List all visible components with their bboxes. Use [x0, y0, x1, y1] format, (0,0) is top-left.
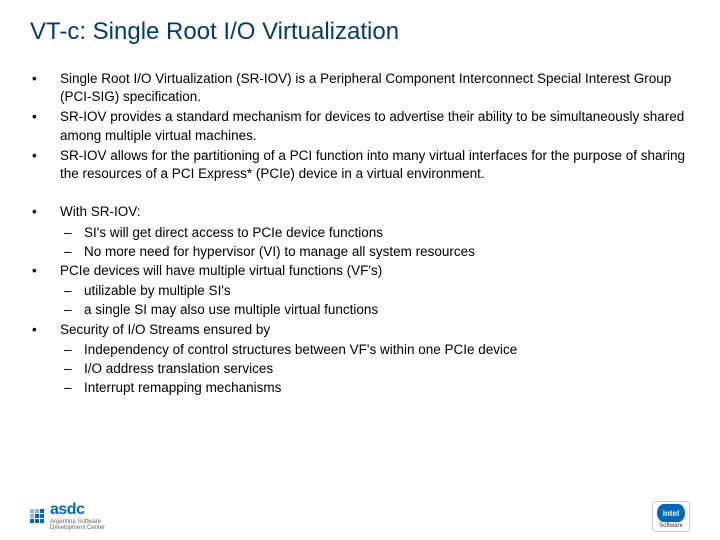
sub-bullet-marker: –	[60, 360, 84, 378]
bullet-text: Security of I/O Streams ensured by	[60, 321, 690, 339]
sub-bullet-item: – I/O address translation services	[60, 360, 690, 378]
sub-bullet-marker: –	[60, 341, 84, 359]
bullet-text: Single Root I/O Virtualization (SR-IOV) …	[60, 70, 690, 106]
sub-bullet-text: Independency of control structures betwe…	[84, 341, 690, 359]
asdc-logo: asdc Argentina Software Development Cent…	[30, 501, 105, 532]
sub-bullet-marker: –	[60, 243, 84, 261]
bullet-marker: •	[32, 108, 60, 126]
sub-bullet-text: SI's will get direct access to PCIe devi…	[84, 224, 690, 242]
asdc-text-block: asdc Argentina Software Development Cent…	[50, 501, 105, 532]
bullet-item: • PCIe devices will have multiple virtua…	[32, 262, 690, 280]
bullet-marker: •	[32, 321, 60, 339]
footer: asdc Argentina Software Development Cent…	[30, 501, 690, 532]
asdc-mark-icon	[30, 509, 44, 523]
bullet-text: With SR-IOV:	[60, 203, 690, 221]
intel-logo: intel Software	[652, 501, 690, 532]
slide-root: VT-c: Single Root I/O Virtualization • S…	[0, 0, 720, 540]
intel-logo-sub: Software	[659, 523, 683, 529]
sub-bullet-marker: –	[60, 379, 84, 397]
bullet-item: • SR-IOV provides a standard mechanism f…	[32, 108, 690, 144]
bullet-text: SR-IOV provides a standard mechanism for…	[60, 108, 690, 144]
bullet-marker: •	[32, 262, 60, 280]
bullet-marker: •	[32, 203, 60, 221]
bullet-item: • With SR-IOV:	[32, 203, 690, 221]
bullet-marker: •	[32, 70, 60, 88]
asdc-logo-sub1: Argentina Software	[50, 519, 105, 526]
asdc-logo-sub2: Development Center	[50, 525, 105, 532]
content-area: • Single Root I/O Virtualization (SR-IOV…	[30, 70, 690, 398]
page-title: VT-c: Single Root I/O Virtualization	[30, 18, 690, 46]
sub-bullet-marker: –	[60, 224, 84, 242]
sub-bullet-item: – Independency of control structures bet…	[60, 341, 690, 359]
intel-badge-icon: intel	[657, 504, 685, 522]
bullet-marker: •	[32, 147, 60, 165]
bullet-text: PCIe devices will have multiple virtual …	[60, 262, 690, 280]
sub-bullet-item: – SI's will get direct access to PCIe de…	[60, 224, 690, 242]
section-spacer	[32, 185, 690, 203]
sub-bullet-text: I/O address translation services	[84, 360, 690, 378]
sub-bullet-marker: –	[60, 301, 84, 319]
sub-bullet-item: – Interrupt remapping mechanisms	[60, 379, 690, 397]
sub-bullet-item: – a single SI may also use multiple virt…	[60, 301, 690, 319]
asdc-logo-text: asdc	[50, 501, 105, 519]
sub-bullet-text: No more need for hypervisor (VI) to mana…	[84, 243, 690, 261]
bullet-text: SR-IOV allows for the partitioning of a …	[60, 147, 690, 183]
sub-bullet-item: – No more need for hypervisor (VI) to ma…	[60, 243, 690, 261]
bullet-item: • SR-IOV allows for the partitioning of …	[32, 147, 690, 183]
bullet-item: • Single Root I/O Virtualization (SR-IOV…	[32, 70, 690, 106]
sub-bullet-text: a single SI may also use multiple virtua…	[84, 301, 690, 319]
sub-bullet-marker: –	[60, 282, 84, 300]
bullet-item: • Security of I/O Streams ensured by	[32, 321, 690, 339]
sub-bullet-item: – utilizable by multiple SI's	[60, 282, 690, 300]
sub-bullet-text: utilizable by multiple SI's	[84, 282, 690, 300]
sub-bullet-text: Interrupt remapping mechanisms	[84, 379, 690, 397]
